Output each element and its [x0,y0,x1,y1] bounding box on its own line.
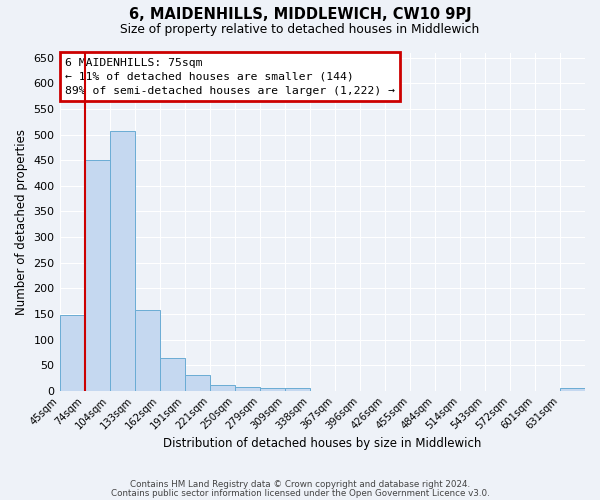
Bar [110,131,134,391]
X-axis label: Distribution of detached houses by size in Middlewich: Distribution of detached houses by size … [163,437,481,450]
Y-axis label: Number of detached properties: Number of detached properties [15,128,28,314]
Bar [560,388,585,391]
Bar [185,375,209,391]
Bar [285,388,310,391]
Text: Size of property relative to detached houses in Middlewich: Size of property relative to detached ho… [121,22,479,36]
Bar [160,358,185,391]
Bar [85,160,110,391]
Text: 6, MAIDENHILLS, MIDDLEWICH, CW10 9PJ: 6, MAIDENHILLS, MIDDLEWICH, CW10 9PJ [128,8,472,22]
Text: Contains HM Land Registry data © Crown copyright and database right 2024.: Contains HM Land Registry data © Crown c… [130,480,470,489]
Bar [59,315,85,391]
Bar [134,310,160,391]
Text: Contains public sector information licensed under the Open Government Licence v3: Contains public sector information licen… [110,489,490,498]
Bar [209,385,235,391]
Bar [235,388,260,391]
Text: 6 MAIDENHILLS: 75sqm
← 11% of detached houses are smaller (144)
89% of semi-deta: 6 MAIDENHILLS: 75sqm ← 11% of detached h… [65,58,395,96]
Bar [260,388,285,391]
